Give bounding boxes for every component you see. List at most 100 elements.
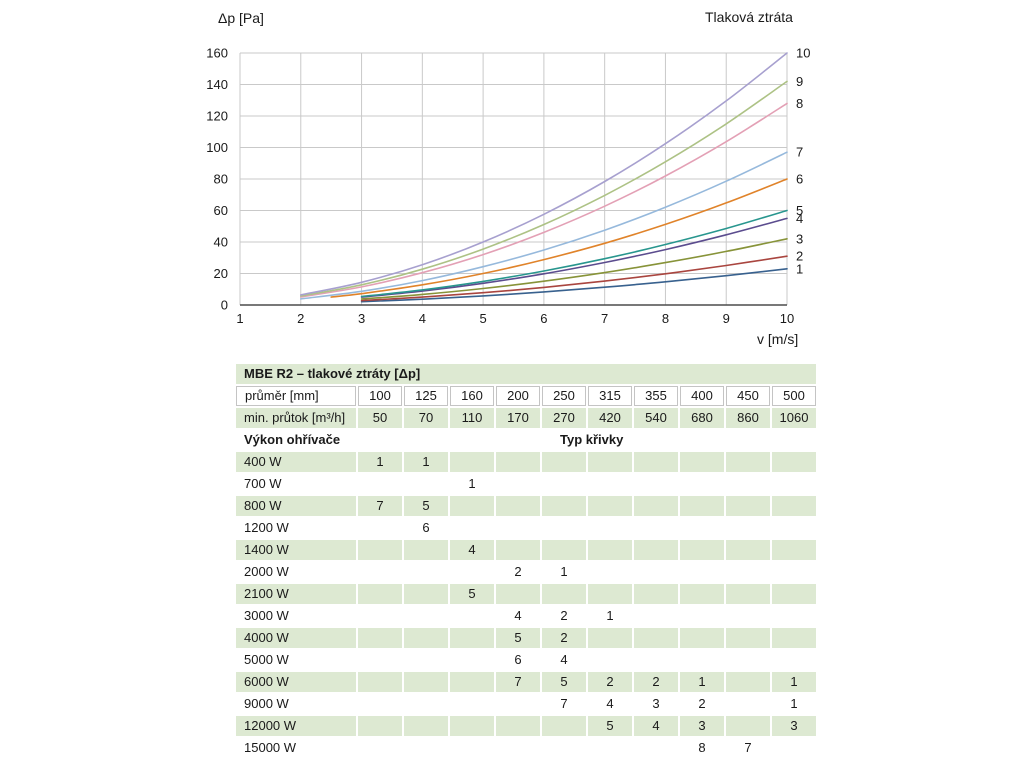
- curve-value: [358, 540, 402, 560]
- chart-title: Tlaková ztráta: [705, 9, 793, 25]
- curve-value: [726, 540, 770, 560]
- power-column-header: Výkon ohřívače: [244, 432, 341, 447]
- series-line-1: [360, 268, 788, 303]
- power-label: 800 W: [236, 496, 356, 516]
- power-label: 12000 W: [236, 716, 356, 736]
- x-tick-label: 1: [236, 311, 243, 326]
- curve-value: [450, 518, 494, 538]
- x-tick-label: 3: [358, 311, 365, 326]
- curve-value: 8: [698, 740, 706, 755]
- curve-value: [496, 716, 540, 736]
- curve-value: [588, 628, 632, 648]
- curve-value: [450, 672, 494, 692]
- table-row: 1400 W 4: [236, 540, 816, 560]
- section-header-row: Výkon ohřívače Typ křivky: [236, 430, 816, 450]
- curve-value: [588, 518, 632, 538]
- curve-value: [726, 650, 770, 670]
- flow-value: 680: [680, 408, 724, 428]
- curve-value: [680, 650, 724, 670]
- x-tick-label: 4: [419, 311, 426, 326]
- power-label: 700 W: [244, 476, 282, 491]
- diameter-value: 450: [726, 386, 770, 406]
- series-line-7: [300, 151, 788, 300]
- series-end-label: 1: [796, 261, 803, 276]
- curve-value: [358, 518, 402, 538]
- curve-value: [404, 540, 448, 560]
- curve-value: [726, 694, 770, 714]
- flow-value: 110: [450, 408, 494, 428]
- series-end-label: 6: [796, 172, 803, 187]
- flow-value: 50: [358, 408, 402, 428]
- flow-value: 540: [634, 408, 678, 428]
- diameter-row: průměr [mm] 100 125 160 200 250 315 355 400 450 50…: [236, 386, 816, 406]
- curve-value: [634, 540, 678, 560]
- curve-value: [772, 540, 816, 560]
- curve-value: 5: [496, 628, 540, 648]
- curve-value: [772, 452, 816, 472]
- curve-value: [404, 672, 448, 692]
- curve-value: [772, 650, 816, 670]
- curve-value: 2: [542, 628, 586, 648]
- curve-value: 4: [560, 652, 568, 667]
- curve-value: 7: [744, 740, 752, 755]
- table-row: 15000 W 8 7: [236, 738, 816, 758]
- curve-value: [496, 496, 540, 516]
- curve-value: [404, 716, 448, 736]
- series-line-6: [330, 178, 788, 298]
- curve-value: [542, 496, 586, 516]
- curve-value: [542, 716, 586, 736]
- curve-value: [496, 738, 540, 758]
- x-tick-label: 5: [479, 311, 486, 326]
- curve-value: [404, 562, 448, 582]
- curve-value: [588, 738, 632, 758]
- curve-value: [726, 584, 770, 604]
- curve-value: [680, 474, 724, 494]
- series-line-5: [360, 209, 788, 298]
- curve-value: [450, 628, 494, 648]
- curve-value: [634, 452, 678, 472]
- curve-value: [726, 518, 770, 538]
- curve-value: 4: [634, 716, 678, 736]
- series-line-3: [360, 238, 788, 300]
- curve-value: 5: [542, 672, 586, 692]
- x-tick-label: 6: [540, 311, 547, 326]
- curve-value: [404, 694, 448, 714]
- flow-value: 420: [588, 408, 632, 428]
- curve-value: [634, 650, 678, 670]
- curve-value: [588, 540, 632, 560]
- curve-value: 4: [606, 696, 614, 711]
- curve-value: 2: [634, 672, 678, 692]
- curve-value: [634, 738, 678, 758]
- table-row: 700 W 1: [236, 474, 816, 494]
- flow-value: 170: [496, 408, 540, 428]
- curve-value: [726, 628, 770, 648]
- flow-label: min. průtok [m³/h]: [236, 408, 356, 428]
- power-label: 6000 W: [236, 672, 356, 692]
- curve-value: 7: [560, 696, 568, 711]
- diameter-value: 250: [542, 386, 586, 406]
- curve-value: [726, 452, 770, 472]
- y-tick-label: 140: [206, 77, 228, 92]
- table-row: 3000 W 4 2 1: [236, 606, 816, 626]
- curve-value: 4: [514, 608, 522, 623]
- curve-value: [772, 518, 816, 538]
- curve-value: [726, 716, 770, 736]
- curve-value: [450, 694, 494, 714]
- curve-value: [588, 496, 632, 516]
- curve-value: [680, 562, 724, 582]
- series-line-8: [300, 102, 788, 298]
- curve-type-table: MBE R2 – tlakové ztráty [Δp] průměr [mm] 1…: [236, 364, 816, 760]
- y-tick-label: 60: [214, 203, 228, 218]
- curve-value: [680, 606, 724, 626]
- curve-value: [634, 584, 678, 604]
- curve-value: [772, 606, 816, 626]
- curve-value: [358, 716, 402, 736]
- curve-value: 2: [698, 696, 706, 711]
- curve-value: [680, 496, 724, 516]
- curve-value: [404, 474, 448, 494]
- curve-value: [496, 452, 540, 472]
